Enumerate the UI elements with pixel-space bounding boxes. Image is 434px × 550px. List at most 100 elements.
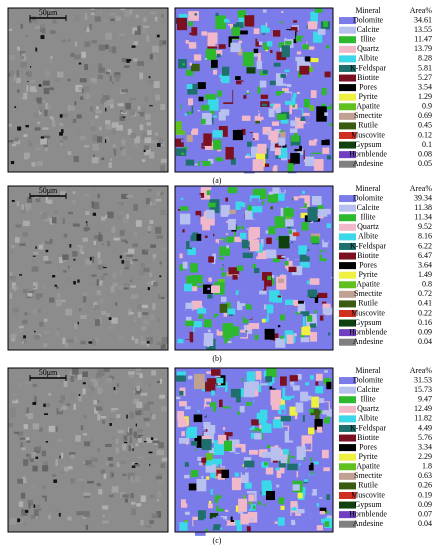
map-grain: [310, 203, 316, 208]
area-value: 39.34: [414, 193, 432, 202]
map-grain: [272, 50, 280, 60]
map-grain: [322, 239, 329, 248]
sem-grain: [16, 201, 20, 207]
map-grain: [246, 465, 255, 472]
sem-grain: [92, 187, 98, 193]
sem-grain: [108, 162, 113, 168]
sem-grain: [28, 502, 31, 509]
area-value: 11.34: [414, 213, 432, 222]
legend-swatch: [339, 271, 356, 279]
map-grain: [211, 59, 218, 68]
map-grain: [330, 277, 333, 279]
sem-pore: [25, 125, 29, 128]
map-grain: [222, 427, 226, 431]
sem-grain: [33, 251, 39, 255]
map-grain: [188, 98, 194, 106]
map-grain: [230, 157, 236, 165]
map-grain: [197, 82, 206, 90]
sem-grain: [36, 97, 42, 104]
sem-grain: [111, 317, 118, 324]
sem-grain: [49, 87, 55, 91]
sem-grain: [32, 383, 38, 388]
sem-grain: [58, 407, 63, 412]
sem-grain: [150, 108, 157, 112]
area-value: 0.26: [418, 481, 432, 490]
sem-grain: [136, 407, 139, 412]
sem-pore: [85, 221, 88, 223]
map-grain: [191, 29, 201, 44]
map-grain: [286, 84, 292, 88]
sem-grain: [77, 245, 84, 250]
sem-grain: [121, 88, 129, 93]
map-grain: [298, 463, 302, 467]
sem-grain: [101, 505, 109, 510]
map-grain: [323, 416, 330, 424]
map-grain: [287, 229, 297, 241]
map-grain: [207, 158, 214, 164]
map-grain: [235, 221, 244, 227]
map-grain: [262, 9, 267, 13]
map-grain: [263, 504, 266, 507]
sem-grain: [67, 151, 72, 156]
sem-grain: [85, 93, 90, 100]
mineral-map: [174, 367, 334, 536]
map-grain: [292, 145, 300, 149]
sem-pore: [92, 212, 97, 216]
sem-grain: [103, 273, 108, 276]
map-grain: [265, 49, 269, 52]
map-grain: [280, 273, 284, 276]
map-grain: [190, 232, 199, 242]
sem-grain: [122, 283, 126, 286]
sem-grain: [24, 381, 32, 385]
sem-grain: [146, 122, 152, 126]
map-grain: [302, 44, 310, 50]
map-grain: [247, 141, 252, 147]
map-grain: [313, 112, 316, 114]
sem-grain: [135, 388, 142, 395]
sem-grain: [95, 319, 100, 327]
map-grain: [231, 194, 242, 201]
sem-grain: [26, 196, 33, 203]
sem-grain: [13, 74, 17, 82]
map-grain: [217, 382, 221, 385]
map-grain: [263, 462, 268, 466]
map-grain: [286, 30, 296, 40]
mineral-name: Rutile: [358, 299, 378, 308]
sem-grain: [93, 301, 98, 308]
map-grain: [226, 236, 235, 243]
map-grain: [221, 73, 230, 84]
map-grain: [185, 227, 193, 236]
map-grain: [281, 88, 289, 94]
map-grain: [306, 280, 311, 285]
map-grain: [230, 416, 242, 430]
legend-swatch: [339, 64, 356, 72]
sem-grain: [138, 269, 145, 276]
sem-grain: [145, 113, 151, 120]
map-grain: [175, 396, 181, 400]
map-grain: [189, 218, 201, 228]
map-grain: [299, 65, 310, 75]
map-grain: [316, 466, 322, 470]
sem-grain: [90, 379, 96, 382]
sem-pore: [53, 479, 58, 483]
sem-grain: [52, 19, 57, 24]
mineral-name: Biotite: [357, 251, 379, 260]
map-grain: [297, 149, 304, 155]
sem-grain: [87, 101, 93, 107]
sem-grain: [48, 192, 55, 195]
sem-grain: [45, 241, 52, 245]
sem-grain: [98, 282, 103, 286]
sem-grain: [16, 374, 21, 377]
map-grain: [234, 221, 244, 237]
map-grain: [204, 124, 215, 136]
map-grain: [232, 236, 242, 243]
legend-swatch: [339, 309, 356, 317]
sem-grain: [100, 276, 105, 281]
map-grain: [317, 132, 320, 137]
map-grain: [189, 32, 193, 35]
map-grain: [186, 134, 193, 142]
map-grain: [326, 494, 331, 500]
map-grain: [184, 511, 190, 515]
sem-grain: [50, 9, 54, 13]
map-grain: [195, 224, 203, 233]
